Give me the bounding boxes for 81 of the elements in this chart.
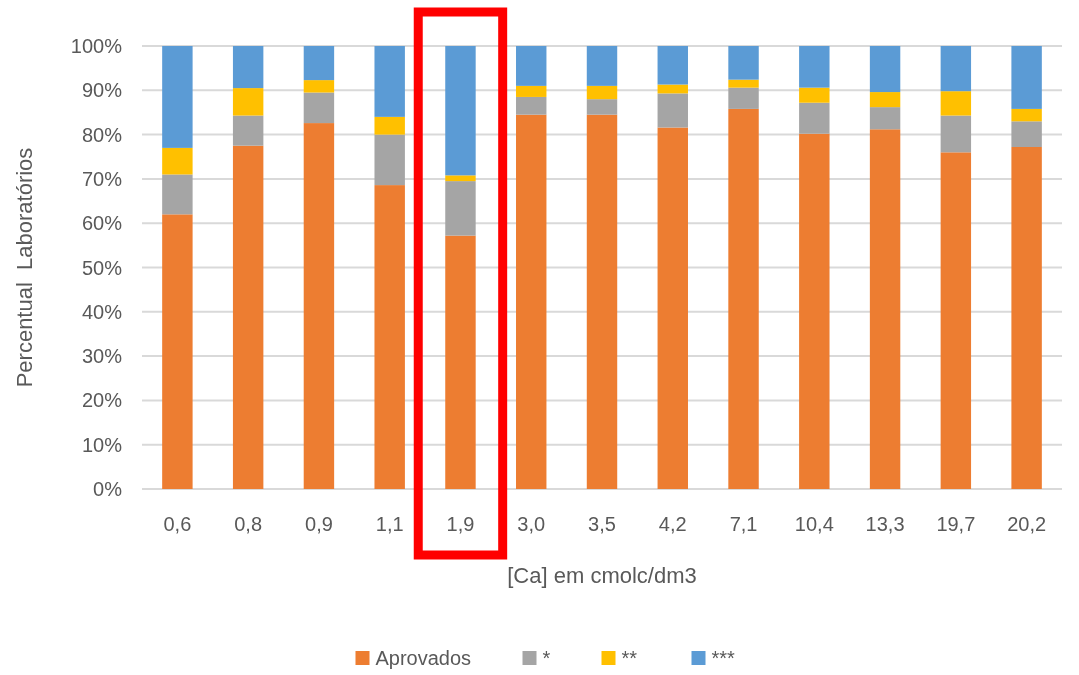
x-tick-label: 3,0 xyxy=(517,513,546,535)
bar xyxy=(162,46,193,148)
bar xyxy=(799,87,830,103)
x-tick-label: 0,9 xyxy=(305,513,333,535)
bar xyxy=(869,92,901,108)
bar xyxy=(799,102,830,134)
y-tick-label: 50% xyxy=(81,256,123,279)
bar xyxy=(940,46,972,92)
bar xyxy=(1011,108,1042,122)
y-tick-label: 10% xyxy=(81,433,123,456)
bar xyxy=(728,46,759,80)
y-axis-title: Percentual Laboratórios xyxy=(12,147,37,388)
bar xyxy=(657,127,688,489)
x-tick-label: 7,1 xyxy=(729,513,758,535)
bar xyxy=(162,174,193,215)
bar xyxy=(1011,121,1042,147)
bar xyxy=(516,46,547,86)
x-tick-label: 1,1 xyxy=(375,513,404,535)
bar xyxy=(162,214,193,489)
bar xyxy=(869,107,901,130)
bar xyxy=(799,46,830,88)
bar xyxy=(657,46,688,85)
y-tick-label: 30% xyxy=(81,345,123,368)
bar xyxy=(303,123,335,489)
bar xyxy=(303,92,335,124)
bar xyxy=(232,145,264,489)
bar xyxy=(586,85,618,100)
legend-label: Aprovados xyxy=(375,647,472,669)
x-tick-label: 19,7 xyxy=(936,513,976,535)
bar xyxy=(374,185,405,489)
bar xyxy=(586,99,618,115)
legend-label: ** xyxy=(621,647,638,669)
x-tick-label: 3,5 xyxy=(588,513,616,535)
bar xyxy=(586,46,618,86)
bar xyxy=(303,46,335,81)
y-tick-label: 100% xyxy=(70,35,123,57)
bar xyxy=(728,79,759,88)
y-tick-label: 20% xyxy=(81,389,123,412)
bar xyxy=(940,152,972,489)
x-tick-label: 13,3 xyxy=(865,513,905,535)
y-tick-label: 90% xyxy=(81,79,123,102)
bar xyxy=(657,93,688,128)
bar xyxy=(232,115,264,146)
y-tick-label: 40% xyxy=(81,300,123,323)
y-tick-label: 80% xyxy=(81,123,123,146)
bar xyxy=(374,46,405,117)
bar xyxy=(869,46,901,93)
x-tick-label: 1,9 xyxy=(446,513,475,535)
bar xyxy=(162,147,193,175)
bar xyxy=(516,114,547,489)
x-tick-label: 10,4 xyxy=(794,513,834,535)
bar xyxy=(232,46,264,89)
bar xyxy=(940,115,972,153)
x-tick-label: 20,2 xyxy=(1007,513,1047,535)
bar xyxy=(940,91,972,116)
bar xyxy=(799,133,830,489)
bar xyxy=(728,87,759,109)
x-axis-title: [Ca] em cmolc/dm3 xyxy=(507,563,697,588)
bar xyxy=(374,134,405,186)
bar xyxy=(516,96,547,115)
bar xyxy=(445,175,476,182)
bar xyxy=(445,46,476,176)
bar xyxy=(586,114,618,489)
y-tick-label: 70% xyxy=(81,167,123,190)
bar xyxy=(869,129,901,489)
bar xyxy=(445,181,476,236)
x-tick-label: 4,2 xyxy=(658,513,687,535)
y-tick-label: 0% xyxy=(93,478,123,500)
bar xyxy=(445,235,476,489)
x-tick-label: 0,8 xyxy=(234,513,263,535)
bar xyxy=(374,116,405,135)
x-tick-label: 0,6 xyxy=(163,513,192,535)
bar xyxy=(303,80,335,93)
y-tick-label: 60% xyxy=(81,212,123,235)
bar xyxy=(1011,147,1042,489)
bar xyxy=(516,85,547,97)
bar xyxy=(232,88,264,116)
legend-label: * xyxy=(542,647,551,669)
legend-label: *** xyxy=(711,647,736,669)
bar xyxy=(728,108,759,489)
bar xyxy=(1011,46,1042,109)
